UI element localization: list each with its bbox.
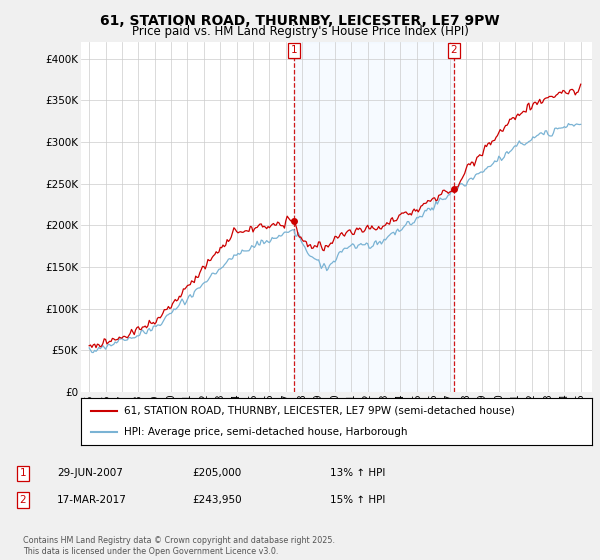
Text: 61, STATION ROAD, THURNBY, LEICESTER, LE7 9PW: 61, STATION ROAD, THURNBY, LEICESTER, LE… (100, 14, 500, 28)
Text: Price paid vs. HM Land Registry's House Price Index (HPI): Price paid vs. HM Land Registry's House … (131, 25, 469, 38)
Text: 2: 2 (451, 45, 457, 55)
Bar (294, 42, 454, 392)
Text: 1: 1 (19, 468, 26, 478)
Text: Contains HM Land Registry data © Crown copyright and database right 2025.
This d: Contains HM Land Registry data © Crown c… (23, 536, 335, 556)
Text: £205,000: £205,000 (192, 468, 241, 478)
Text: 1: 1 (290, 45, 298, 55)
Text: HPI: Average price, semi-detached house, Harborough: HPI: Average price, semi-detached house,… (124, 427, 408, 437)
Text: 29-JUN-2007: 29-JUN-2007 (57, 468, 123, 478)
Text: 2: 2 (19, 495, 26, 505)
Text: 15% ↑ HPI: 15% ↑ HPI (330, 495, 385, 505)
Text: 13% ↑ HPI: 13% ↑ HPI (330, 468, 385, 478)
Text: £243,950: £243,950 (192, 495, 242, 505)
Text: 17-MAR-2017: 17-MAR-2017 (57, 495, 127, 505)
Text: 61, STATION ROAD, THURNBY, LEICESTER, LE7 9PW (semi-detached house): 61, STATION ROAD, THURNBY, LEICESTER, LE… (124, 406, 515, 416)
